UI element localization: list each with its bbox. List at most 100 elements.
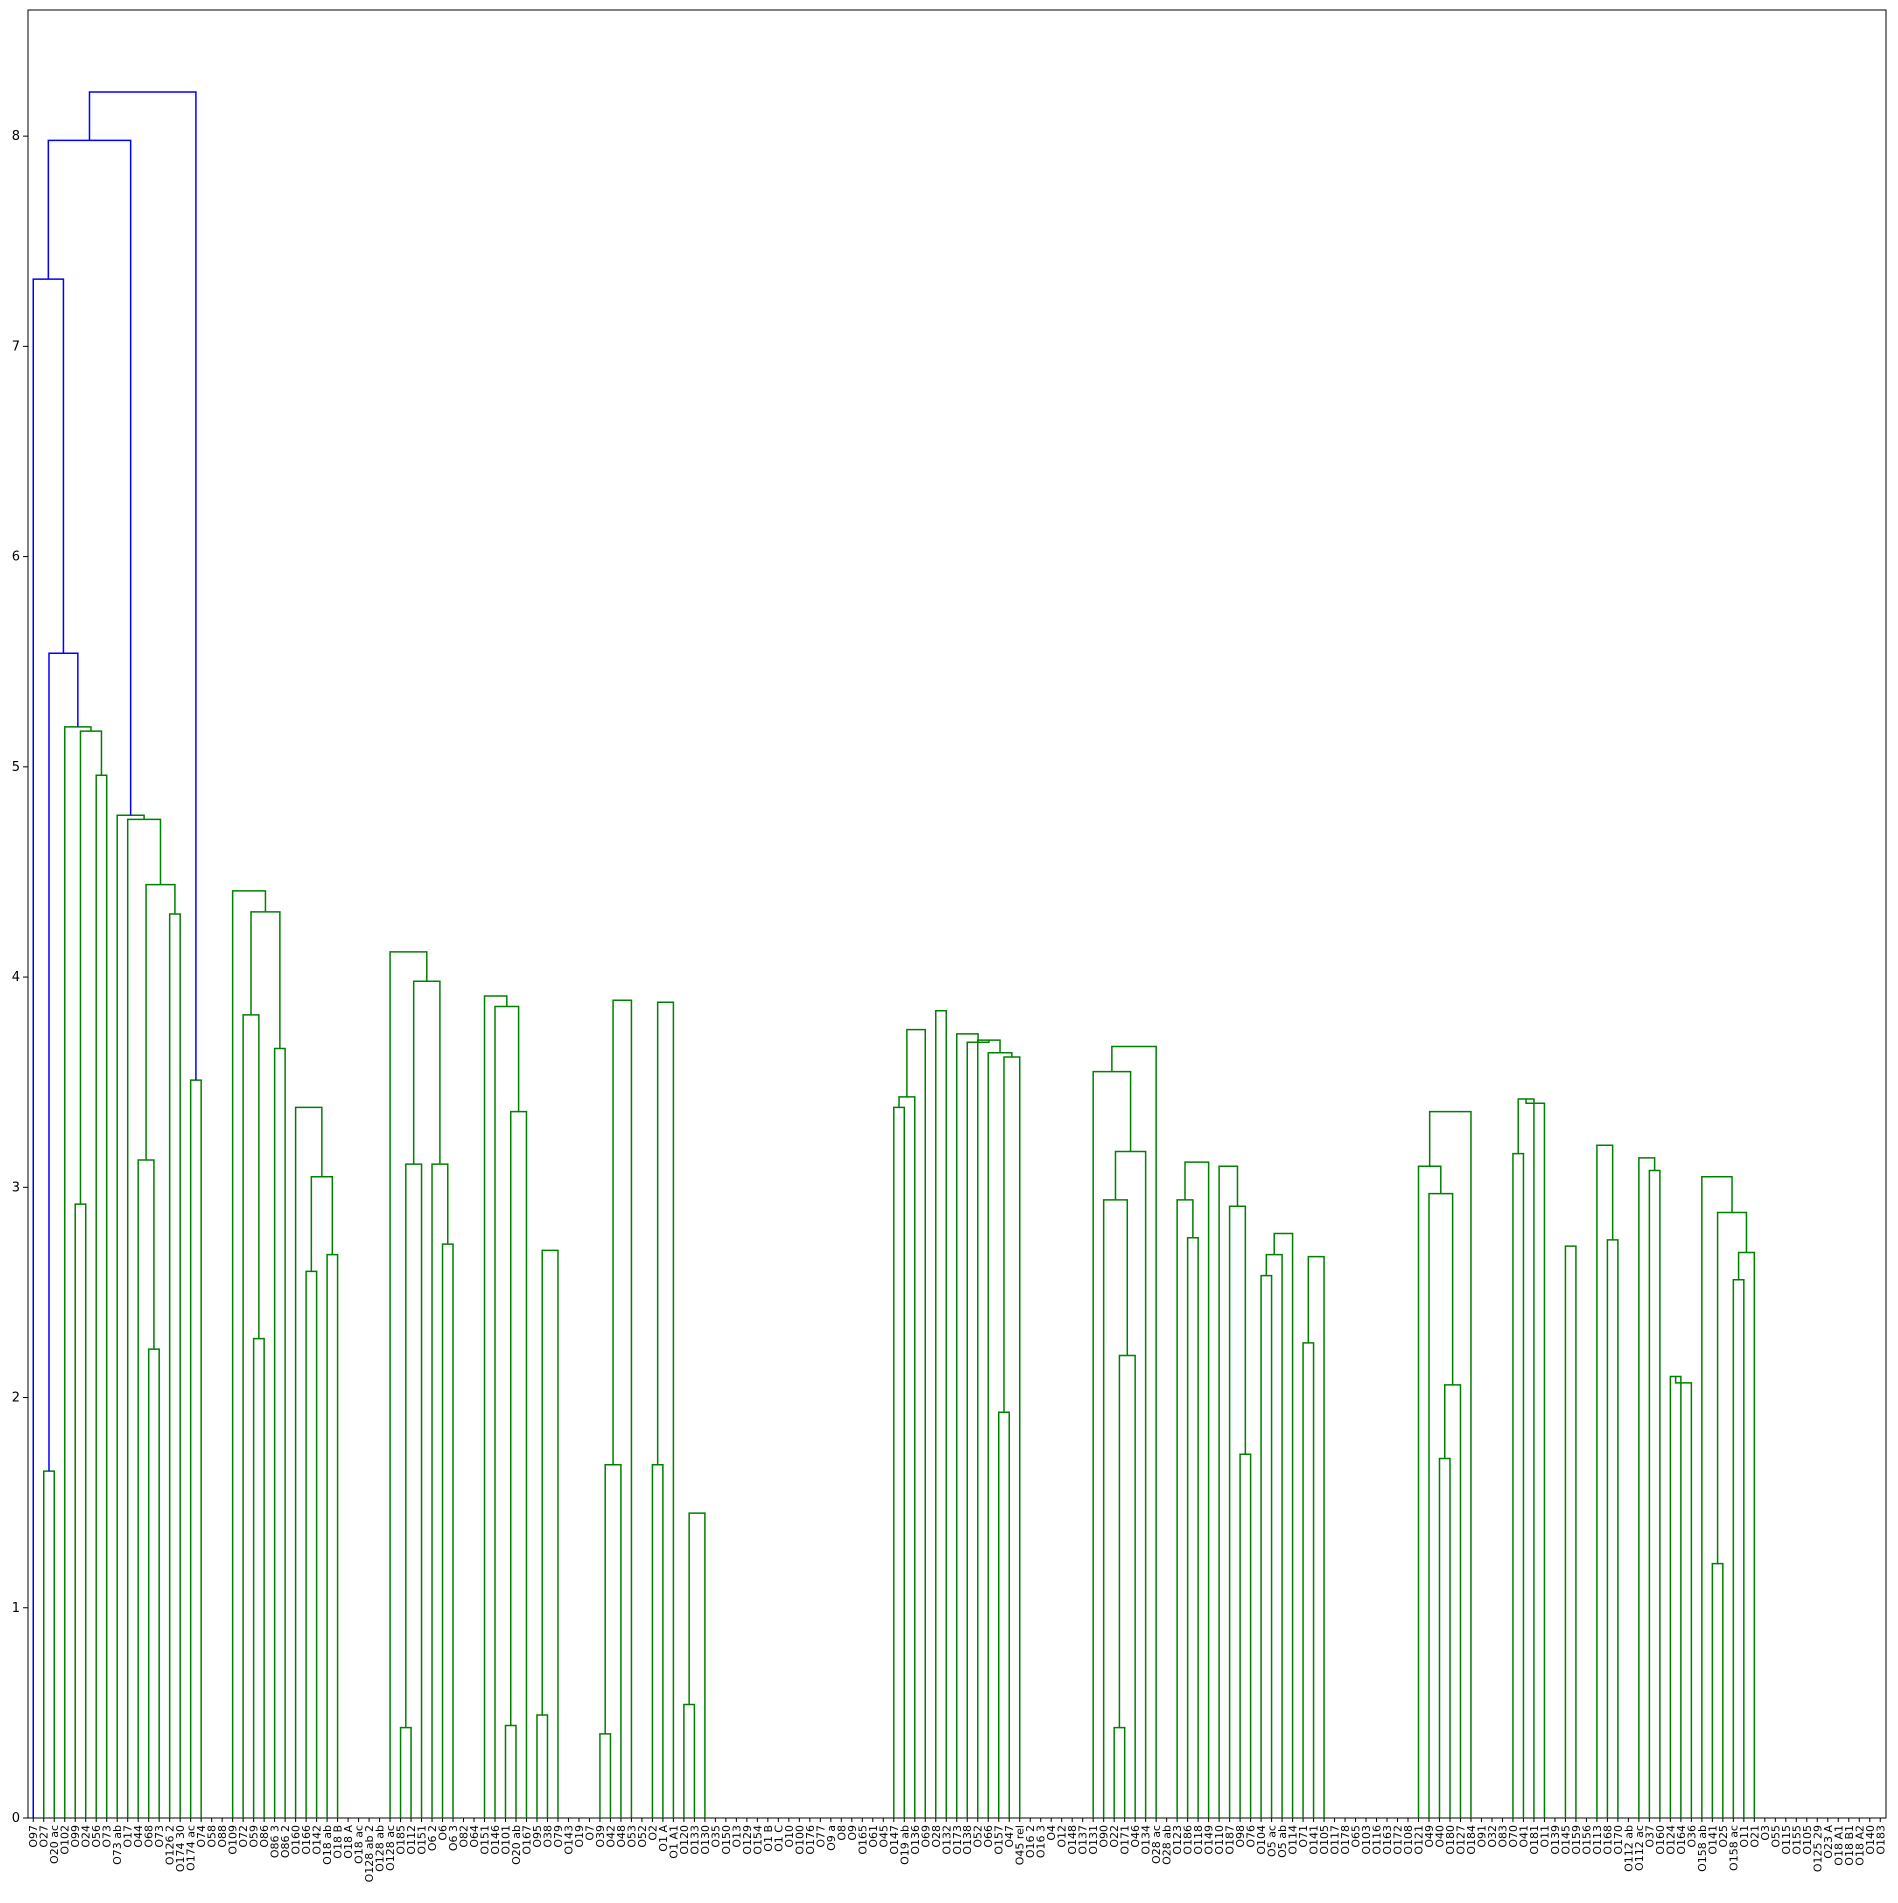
leaf-label-167: O115 (1780, 1825, 1793, 1855)
leaf-label-112: O149 (1203, 1825, 1216, 1855)
link-40 (906, 1028, 927, 1818)
leaf-label-157: O164 (1675, 1825, 1688, 1855)
leaf-label-41: O82 (458, 1825, 471, 1848)
leaf-label-70: O1 B (762, 1825, 775, 1852)
leaf-label-155: O160 (1654, 1825, 1667, 1855)
leaf-label-32: O128 ab 2 (363, 1825, 376, 1882)
leaf-label-130: O172 (1392, 1825, 1405, 1855)
leaf-label-176: O183 (1874, 1825, 1887, 1855)
link-27 (656, 1001, 675, 1818)
leaf-label-27: O142 (311, 1825, 324, 1855)
leaf-label-151: O170 (1612, 1825, 1625, 1855)
leaf-label-55: O42 (604, 1825, 617, 1848)
leaf-label-161: O25 (1717, 1825, 1730, 1848)
link-55 (1273, 1232, 1294, 1818)
leaf-label-33: O128 ab (374, 1825, 387, 1872)
leaf-label-145: O139 (1549, 1825, 1562, 1855)
leaf-label-84: O136 (909, 1825, 922, 1855)
leaf-label-54: O39 (594, 1825, 607, 1848)
link-29 (483, 995, 508, 1818)
leaf-label-142: O41 (1517, 1825, 1530, 1848)
leaf-label-129: O163 (1381, 1825, 1394, 1855)
leaf-label-96: O16 3 (1035, 1825, 1048, 1858)
leaf-label-150: O168 (1601, 1825, 1614, 1855)
leaf-label-97: O4 (1045, 1825, 1058, 1841)
leaf-label-119: O5 ab (1276, 1825, 1289, 1858)
leaf-label-21: O59 (248, 1825, 261, 1848)
leaf-label-120: O114 (1287, 1825, 1300, 1855)
y-tick-label-1: 1 (12, 1601, 20, 1616)
leaf-label-131: O108 (1402, 1825, 1415, 1855)
link-28 (612, 999, 633, 1818)
leaf-label-158: O36 (1685, 1825, 1698, 1848)
leaf-label-60: O1 A (657, 1825, 670, 1852)
leaf-label-15: O174 ac (185, 1825, 198, 1871)
leaf-label-80: O61 (867, 1825, 880, 1848)
leaf-label-159: O158 ab (1696, 1825, 1709, 1872)
leaf-label-153: O112 ac (1633, 1825, 1646, 1871)
leaf-label-63: O133 (688, 1825, 701, 1855)
leaf-label-76: O9 a (825, 1825, 838, 1851)
leaf-label-113: O110 (1213, 1825, 1226, 1855)
leaf-label-88: O173 (951, 1825, 964, 1855)
leaf-label-154: O37 (1643, 1825, 1656, 1848)
leaf-label-74: O176 (804, 1825, 817, 1855)
link-78 (1638, 1157, 1656, 1818)
leaf-label-144: O11 (1538, 1825, 1551, 1848)
leaf-label-160: O141 (1706, 1825, 1719, 1855)
leaf-label-86: O28 (930, 1825, 943, 1848)
leaf-label-117: O104 (1255, 1825, 1268, 1855)
leaf-label-23: O86 3 (269, 1825, 282, 1858)
leaf-label-104: O171 (1119, 1825, 1132, 1855)
leaf-label-121: O71 (1297, 1825, 1310, 1848)
leaf-label-115: O98 (1234, 1825, 1247, 1848)
link-19 (541, 1249, 559, 1818)
leaf-label-71: O1 C (772, 1825, 785, 1852)
leaf-label-25: O160 (290, 1825, 303, 1855)
leaf-label-164: O21 (1748, 1825, 1761, 1848)
link-68 (1525, 1099, 1546, 1818)
link-135 (935, 1009, 948, 1818)
link-33 (231, 890, 267, 1818)
link-76 (1701, 1176, 1733, 1818)
leaf-label-42: O64 (468, 1825, 481, 1848)
leaf-label-66: O150 (720, 1825, 733, 1855)
leaf-label-43: O151 (479, 1825, 492, 1855)
leaf-label-44: O146 (489, 1825, 502, 1855)
leaf-label-98: O12 (1056, 1825, 1069, 1848)
leaf-label-10: O44 (132, 1825, 145, 1848)
leaf-label-82: O147 (888, 1825, 901, 1855)
leaf-label-83: O19 ab (898, 1825, 911, 1865)
link-26 (688, 1512, 706, 1818)
leaf-label-126: O65 (1350, 1825, 1363, 1848)
leaf-label-37: O151 (416, 1825, 429, 1855)
link-58 (1184, 1161, 1210, 1818)
leaf-label-65: O35 (709, 1825, 722, 1848)
leaf-label-162: O158 ac (1727, 1825, 1740, 1871)
y-tick-label-7: 7 (12, 339, 20, 354)
leaf-label-139: O32 (1486, 1825, 1499, 1848)
leaf-label-174: O18 A2 (1853, 1825, 1866, 1866)
leaf-label-1: O27 (38, 1825, 51, 1848)
leaf-label-95: O16 2 (1024, 1825, 1037, 1858)
leaf-label-132: O121 (1413, 1825, 1426, 1855)
link-65 (1428, 1110, 1472, 1818)
leaf-label-170: O125 29 (1811, 1825, 1824, 1872)
leaf-label-40: O6 3 (447, 1825, 460, 1851)
leaf-label-67: O13 (730, 1825, 743, 1848)
leaf-label-45: O101 (499, 1825, 512, 1855)
link-67 (1564, 1245, 1577, 1818)
leaf-label-172: O18 A1 (1832, 1825, 1845, 1866)
leaf-label-89: O138 (961, 1825, 974, 1855)
link-10 (294, 1106, 323, 1818)
leaf-label-22: O86 (258, 1825, 271, 1848)
leaf-label-124: O117 (1329, 1825, 1342, 1855)
leaf-label-125: O178 (1339, 1825, 1352, 1855)
leaf-label-16: O74 (195, 1825, 208, 1848)
leaf-label-127: O103 (1360, 1825, 1373, 1855)
leaf-label-110: O186 (1182, 1825, 1195, 1855)
link-57 (1218, 1165, 1239, 1818)
leaf-label-58: O52 (636, 1825, 649, 1848)
